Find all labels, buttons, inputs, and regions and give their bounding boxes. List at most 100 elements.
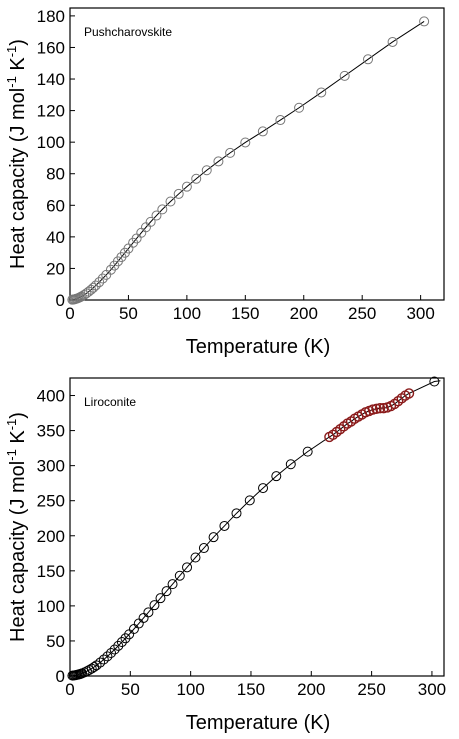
data-point bbox=[231, 508, 242, 519]
y-label-main: Heat capacity (J mol bbox=[7, 88, 29, 269]
y-tick-label: 150 bbox=[37, 562, 65, 581]
y-tick-label: 50 bbox=[46, 632, 65, 651]
x-tick-label: 150 bbox=[237, 680, 265, 699]
y-label-end: ) bbox=[7, 39, 29, 46]
y-tick-label: 180 bbox=[37, 7, 65, 26]
y-tick-label: 0 bbox=[56, 667, 65, 686]
data-point bbox=[429, 376, 440, 387]
data-point bbox=[198, 543, 209, 554]
pushcharovskite-chart: 0 50 100 150 200 250 300 0 20 40 60 80 100 120 140 160… bbox=[4, 7, 445, 358]
data-point bbox=[240, 137, 251, 148]
data-point bbox=[143, 607, 154, 618]
x-tick-label: 200 bbox=[297, 680, 325, 699]
x-axis-label: Temperature (K) bbox=[186, 712, 331, 734]
data-point bbox=[102, 651, 113, 662]
y-label-end: ) bbox=[7, 412, 29, 419]
data-point bbox=[81, 666, 92, 677]
y-ticks: 0 20 40 60 80 100 120 140 160 180 bbox=[37, 7, 75, 310]
data-markers bbox=[67, 16, 430, 305]
data-point bbox=[387, 36, 398, 47]
y-tick-label: 40 bbox=[46, 228, 65, 247]
data-point bbox=[182, 562, 193, 573]
x-axis-label: Temperature (K) bbox=[186, 336, 331, 358]
y-label-mid: K bbox=[7, 430, 29, 450]
data-point bbox=[285, 459, 296, 470]
data-point bbox=[191, 173, 202, 184]
x-tick-label: 100 bbox=[176, 680, 204, 699]
x-tick-label: 50 bbox=[121, 680, 140, 699]
data-point bbox=[155, 593, 166, 604]
data-markers bbox=[67, 376, 440, 681]
y-tick-label: 250 bbox=[37, 492, 65, 511]
y-tick-label: 80 bbox=[46, 165, 65, 184]
y-tick-label: 100 bbox=[37, 133, 65, 152]
data-point bbox=[258, 483, 269, 494]
x-tick-label: 0 bbox=[65, 304, 74, 323]
data-point bbox=[316, 87, 327, 98]
y-tick-label: 120 bbox=[37, 102, 65, 121]
y-tick-label: 100 bbox=[37, 597, 65, 616]
data-point bbox=[378, 402, 389, 414]
data-point bbox=[371, 403, 382, 415]
data-point bbox=[174, 570, 185, 581]
data-point bbox=[113, 640, 124, 651]
y-label-sup2: -1 bbox=[4, 419, 19, 431]
data-point bbox=[165, 196, 176, 207]
data-point bbox=[244, 495, 255, 506]
data-point bbox=[167, 579, 178, 590]
y-tick-label: 300 bbox=[37, 457, 65, 476]
data-point bbox=[95, 657, 106, 668]
y-tick-label: 0 bbox=[56, 291, 65, 310]
y-tick-label: 140 bbox=[37, 70, 65, 89]
plot-frame bbox=[69, 377, 445, 677]
data-point bbox=[339, 70, 350, 81]
data-point bbox=[275, 115, 286, 126]
x-tick-label: 100 bbox=[173, 304, 201, 323]
y-label-sup1: -1 bbox=[4, 449, 19, 461]
x-ticks: 0 50 100 150 200 250 300 bbox=[65, 671, 446, 699]
data-point bbox=[157, 204, 168, 215]
data-point bbox=[94, 277, 105, 288]
y-tick-label: 60 bbox=[46, 196, 65, 215]
data-point bbox=[403, 388, 415, 399]
data-point bbox=[109, 644, 120, 655]
data-point bbox=[419, 16, 430, 27]
x-tick-label: 250 bbox=[357, 680, 385, 699]
data-point bbox=[302, 446, 313, 457]
data-point bbox=[181, 181, 192, 192]
y-label-sup1: -1 bbox=[4, 76, 19, 88]
data-point bbox=[88, 282, 99, 293]
y-tick-label: 400 bbox=[37, 387, 65, 406]
data-point bbox=[97, 273, 108, 284]
y-axis-label: Heat capacity (J mol-1 K-1) bbox=[4, 39, 29, 269]
data-point bbox=[190, 552, 201, 563]
x-tick-label: 0 bbox=[65, 680, 74, 699]
data-point bbox=[161, 586, 172, 597]
data-point bbox=[173, 188, 184, 199]
data-point bbox=[201, 165, 212, 176]
sample-annotation: Liroconite bbox=[84, 395, 136, 409]
data-point bbox=[151, 210, 162, 221]
data-point bbox=[145, 216, 156, 227]
x-tick-label: 150 bbox=[231, 304, 259, 323]
data-point bbox=[213, 156, 224, 167]
sample-annotation: Pushcharovskite bbox=[84, 25, 172, 39]
y-axis-label: Heat capacity (J mol-1 K-1) bbox=[4, 412, 29, 642]
y-tick-label: 350 bbox=[37, 422, 65, 441]
y-ticks: 0 50 100 150 200 250 300 350 400 bbox=[37, 387, 75, 686]
y-label-mid: K bbox=[7, 57, 29, 77]
y-tick-label: 200 bbox=[37, 527, 65, 546]
x-tick-label: 250 bbox=[348, 304, 376, 323]
x-ticks: 0 50 100 150 200 250 300 bbox=[65, 295, 435, 323]
x-tick-label: 50 bbox=[119, 304, 138, 323]
data-point bbox=[106, 648, 117, 658]
data-point bbox=[219, 520, 230, 531]
x-tick-label: 300 bbox=[418, 680, 446, 699]
data-point bbox=[225, 147, 236, 158]
y-label-sup2: -1 bbox=[4, 46, 19, 58]
x-tick-label: 200 bbox=[290, 304, 318, 323]
data-point bbox=[374, 402, 386, 414]
y-label-main: Heat capacity (J mol bbox=[7, 461, 29, 642]
data-point bbox=[363, 54, 374, 65]
